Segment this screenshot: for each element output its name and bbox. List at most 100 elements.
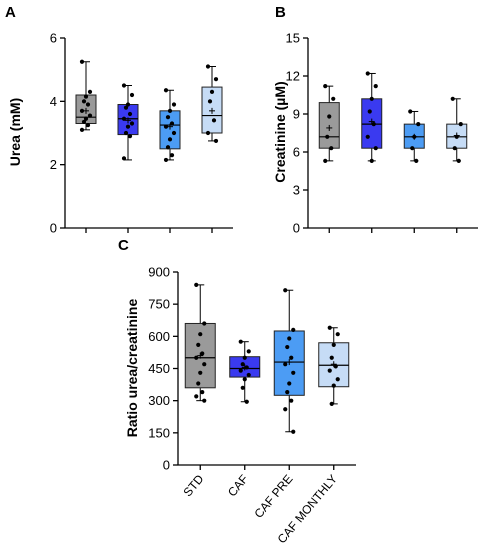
data-point [283,288,288,293]
urea-chart: Urea (mM) 0 2 4 6 [7,31,233,236]
data-point [287,336,292,341]
data-point [171,130,177,136]
data-point [365,71,370,76]
y-tick-label: 15 [286,31,300,46]
data-point [369,158,374,163]
y-tick-label: 600 [148,329,170,344]
data-point [335,332,340,337]
data-point [244,399,249,404]
y-tick-label: 750 [148,297,170,312]
data-point [167,108,173,113]
data-point [327,114,332,119]
data-point [213,138,219,144]
data-point [165,115,171,120]
data-point [291,429,296,434]
data-point [85,102,91,107]
data-point [171,102,177,107]
data-point [287,381,292,386]
data-point [83,116,89,121]
y-tick-label: 3 [293,183,300,198]
data-point [373,146,378,151]
data-point [123,105,129,110]
data-point [87,89,93,94]
data-point [167,137,173,142]
data-point [285,389,290,395]
data-point [291,327,296,332]
panel-letter-a: A [5,4,16,21]
y-tick-label: 450 [148,361,170,376]
data-point [213,77,219,82]
data-point [198,370,203,375]
y-axis-label: Ratio urea/creatinine [124,299,140,438]
data-point [240,385,245,390]
box-std [184,322,216,389]
data-point [209,89,215,94]
data-point [246,349,251,354]
data-point [416,122,421,127]
data-point [81,119,87,125]
data-point [242,355,247,360]
data-point [121,116,127,121]
y-tick-label: 9 [293,107,300,122]
data-point [329,401,334,406]
data-point [121,156,127,161]
x-category-label: CAF [225,472,251,499]
data-point [329,146,334,151]
data-point [121,83,127,88]
data-point [329,355,334,360]
y-tick-label: 2 [50,157,57,172]
data-point [450,96,455,101]
data-point [202,321,207,326]
y-tick-label: 0 [293,221,300,236]
data-point [207,99,213,104]
data-point [414,158,419,163]
data-point [127,111,133,117]
data-point [238,368,243,373]
data-point [285,344,290,350]
y-tick-label: 300 [148,393,170,408]
data-point [79,59,85,64]
data-point [200,351,205,356]
data-point [323,84,328,89]
data-point [81,99,87,104]
data-point [283,407,288,412]
data-point [196,342,201,348]
data-point [373,84,378,89]
data-point [367,109,372,114]
data-point [452,146,457,151]
data-point [205,64,211,69]
data-point [333,364,338,369]
y-tick-label: 6 [293,145,300,160]
data-point [83,94,89,99]
data-point [165,145,171,150]
data-point [127,134,133,139]
data-point [163,124,169,129]
data-point [125,124,131,129]
x-category-label: STD [180,472,206,500]
data-point [202,398,207,403]
data-point [238,339,243,344]
data-point [323,158,328,163]
data-point [408,109,413,114]
data-point [202,362,207,367]
data-point [194,282,199,287]
data-point [327,325,332,330]
data-point [79,108,85,113]
data-point [125,102,131,107]
data-point [289,355,294,360]
data-point [454,134,459,139]
data-point [242,377,247,382]
data-point [246,372,251,378]
data-point [196,381,201,386]
data-point [129,121,135,126]
data-point [412,134,417,139]
data-point [205,130,211,136]
creatinine-chart: Creatinine (µM) 0 3 6 9 12 15 [272,31,478,236]
data-point [335,377,340,382]
panel-letter-c: C [118,237,129,254]
data-point [289,398,294,403]
data-point [331,383,336,388]
data-point [211,118,217,123]
data-point [410,146,415,151]
ratio-chart: Ratio urea/creatinine 0 150 300 450 600 750 90… [124,265,356,546]
